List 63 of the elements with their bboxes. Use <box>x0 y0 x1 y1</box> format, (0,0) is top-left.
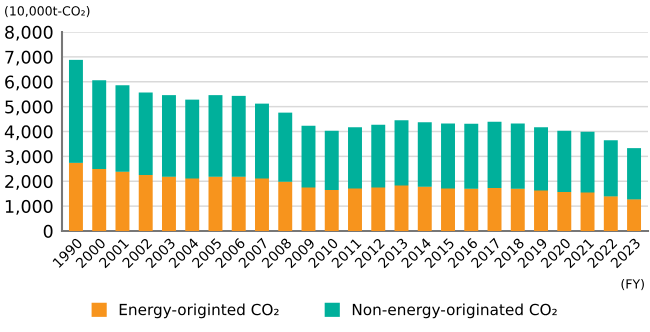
bar <box>232 96 246 177</box>
y-tick-label: 8,000 <box>5 26 53 41</box>
x-axis-title: (FY) <box>621 278 644 290</box>
bar <box>324 190 339 231</box>
bar <box>604 140 618 196</box>
bar <box>534 190 548 231</box>
y-tick-label: 5,000 <box>5 100 53 116</box>
y-axis-title: (10,000t-CO₂) <box>5 6 90 18</box>
bar <box>534 127 548 190</box>
y-tick-label: 1,000 <box>6 200 53 215</box>
bar <box>185 178 200 231</box>
bar <box>92 80 106 170</box>
y-tick-label: 0 <box>44 224 53 238</box>
bar <box>138 92 153 176</box>
bar <box>371 124 386 188</box>
y-tick-label: 3,000 <box>5 150 53 165</box>
y-tick-label: 4,000 <box>4 125 53 140</box>
bar <box>580 132 595 192</box>
bar <box>441 188 455 231</box>
bar <box>302 187 316 231</box>
y-tick-label: 6,000 <box>5 75 53 90</box>
bar <box>580 192 595 231</box>
bar <box>557 130 572 192</box>
legend-label: Non-energy-originated CO₂ <box>352 303 557 318</box>
y-tick-label: 7,000 <box>5 50 53 66</box>
bar <box>348 188 362 231</box>
bar <box>488 122 502 188</box>
bar <box>418 186 432 231</box>
bar <box>324 130 339 190</box>
bar <box>348 127 362 188</box>
bar <box>464 124 478 189</box>
bar <box>208 95 222 177</box>
bar <box>464 188 478 231</box>
bar <box>510 188 525 231</box>
bar <box>557 192 572 231</box>
bar <box>208 176 222 231</box>
bar <box>604 196 618 231</box>
legend-label: Energy-originted CO₂ <box>120 303 279 318</box>
bar <box>394 120 408 186</box>
bar <box>488 188 502 231</box>
bar <box>302 126 316 188</box>
bar <box>162 95 176 177</box>
bar <box>68 60 83 163</box>
bar <box>162 176 176 231</box>
bar <box>627 199 642 231</box>
bar <box>627 148 642 200</box>
bar <box>92 169 106 231</box>
bar <box>278 182 292 231</box>
bar <box>255 178 269 231</box>
bar <box>394 185 408 231</box>
bar <box>418 122 432 187</box>
bar <box>138 175 153 231</box>
bar <box>185 100 200 179</box>
bar <box>441 124 455 188</box>
bar <box>371 187 386 231</box>
bar <box>232 176 246 231</box>
bar <box>278 112 292 182</box>
bar <box>255 104 269 179</box>
bar <box>115 172 130 231</box>
bar <box>115 85 130 172</box>
y-tick-label: 2,000 <box>5 174 53 190</box>
bar <box>68 162 83 231</box>
bar <box>510 124 525 189</box>
